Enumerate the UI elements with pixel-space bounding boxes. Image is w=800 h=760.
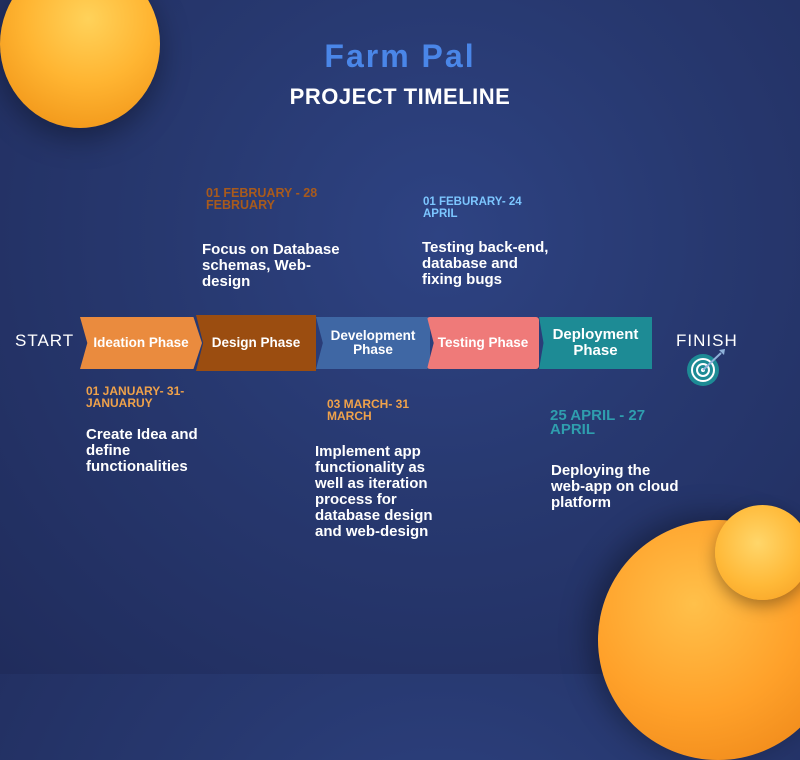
phase-date-deployment: 25 APRIL - 27 APRIL (550, 407, 646, 438)
phase-label: Development Phase (330, 328, 416, 357)
phase-label: Ideation Phase (93, 335, 189, 350)
timeline-phase-deployment: Deployment Phase (539, 317, 652, 369)
brand-title: Farm Pal (324, 38, 476, 74)
phase-date-design: 01 FEBRUARY - 28 FEBRUARY (206, 186, 318, 212)
phase-label: Deployment Phase (552, 326, 639, 359)
page-title: PROJECT TIMELINE (289, 84, 511, 109)
phase-description-deployment: Deploying the web-app on cloud platform (551, 462, 679, 511)
timeline-start-label: START (15, 331, 75, 350)
decorative-orb-bottom-right-small (715, 505, 800, 600)
phase-date-development: 03 MARCH- 31 MARCH (327, 397, 410, 423)
phase-date-testing: 01 FEBURARY- 24 APRIL (423, 196, 522, 220)
phase-description-design: Focus on Database schemas, Web-design (202, 241, 340, 290)
phase-date-ideation: 01 JANUARY- 31- JANUARUY (86, 384, 185, 410)
phase-description-ideation: Create Idea and define functionalities (86, 426, 198, 475)
phase-label: Design Phase (211, 335, 301, 350)
timeline-phase-ideation: Ideation Phase (80, 317, 202, 369)
timeline-phase-testing: Testing Phase (427, 317, 539, 369)
timeline-finish-label: FINISH (676, 331, 738, 350)
phase-description-testing: Testing back-end, database and fixing bu… (422, 239, 549, 288)
timeline-phase-design: Design Phase (196, 315, 316, 371)
timeline-phase-development: Development Phase (316, 317, 430, 369)
phase-label: Testing Phase (437, 335, 529, 350)
target-icon (687, 349, 725, 386)
phase-description-development: Implement app functionality as well as i… (315, 443, 433, 540)
